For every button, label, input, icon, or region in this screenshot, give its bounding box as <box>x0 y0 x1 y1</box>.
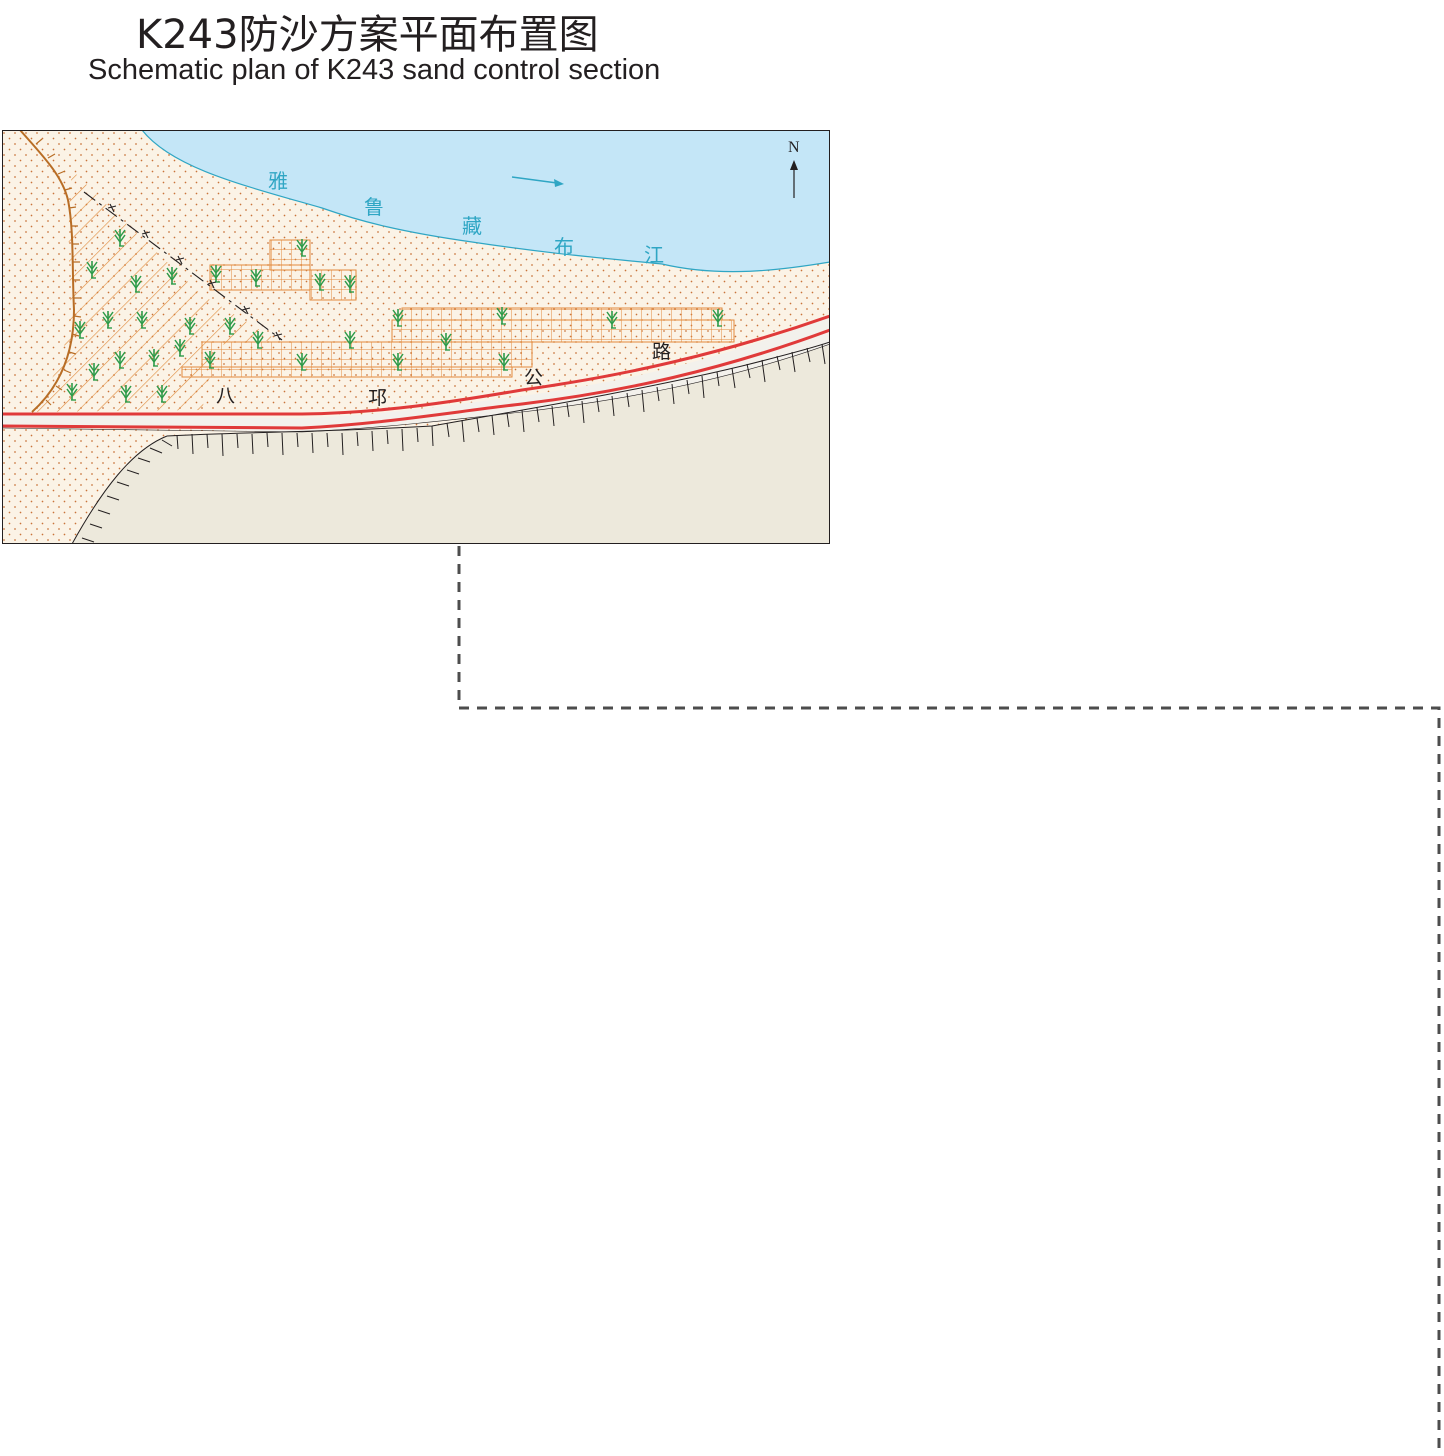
river-label-char-4: 布 <box>554 235 574 259</box>
north-arrow-icon: N <box>788 139 800 198</box>
hill-hachure-icon <box>35 138 82 406</box>
river-area <box>141 130 830 273</box>
road-surface <box>2 316 830 432</box>
north-label: N <box>788 139 800 156</box>
river-label-char-5: 江 <box>644 243 664 267</box>
map-frame <box>2 130 830 544</box>
hill-boundary <box>19 130 76 413</box>
site-plan-map: N 雅 鲁 藏 布 江 八 邛 公 路 <box>2 130 830 544</box>
sand-fixing-grid <box>181 239 735 378</box>
road-label-char-4: 路 <box>652 341 671 363</box>
river-label-char-1: 雅 <box>268 169 288 193</box>
road-label-char-3: 公 <box>524 367 543 389</box>
slope-hachure-icon <box>71 341 830 544</box>
title-english: Schematic plan of K243 sand control sect… <box>88 54 661 86</box>
river-label-char-2: 鲁 <box>364 195 384 219</box>
flow-arrow-icon <box>511 176 564 187</box>
road-edge-north <box>2 314 830 416</box>
road-edge-south <box>2 328 830 430</box>
title-chinese: K243防沙方案平面布置图 <box>136 12 599 58</box>
road-label-char-2: 邛 <box>368 387 387 409</box>
fence-line-icon <box>83 191 283 341</box>
road-label-char-1: 八 <box>216 385 235 407</box>
hatched-slope-area <box>32 170 277 412</box>
river-label-char-3: 藏 <box>462 214 482 238</box>
